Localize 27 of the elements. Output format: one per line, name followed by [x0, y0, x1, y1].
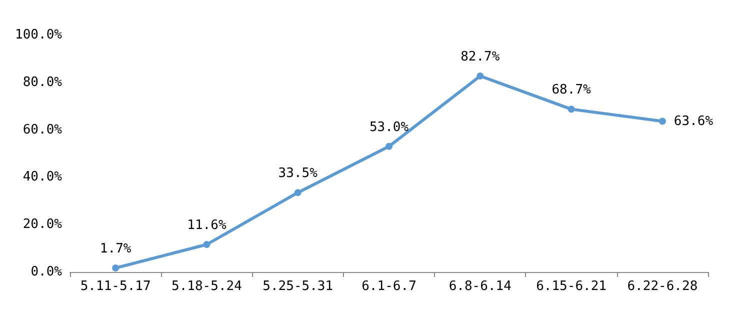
data-label: 68.7%: [552, 82, 592, 98]
point: [476, 72, 484, 80]
data-label: 82.7%: [460, 50, 500, 64]
y-tick-label: 80.0%: [22, 74, 62, 90]
x-tick-label: 6.22-6.28: [627, 279, 698, 294]
data-label: 63.6%: [674, 114, 714, 129]
data-label: 53.0%: [369, 120, 409, 135]
y-tick-label: 40.0%: [22, 170, 62, 185]
data-label: 1.7%: [100, 241, 132, 256]
x-tick-label: 6.1-6.7: [362, 279, 416, 294]
x-tick-label: 6.15-6.21: [536, 279, 607, 294]
data-label: 11.6%: [187, 218, 226, 234]
point: [658, 118, 666, 125]
y-tick-label: 100.0%: [15, 28, 62, 42]
point: [386, 142, 392, 150]
point: [203, 241, 210, 248]
point: [568, 106, 575, 113]
x-tick-label: 5.11-5.17: [80, 279, 151, 294]
y-tick-label: 20.0%: [22, 217, 62, 232]
x-tick-label: 5.18-5.24: [171, 279, 242, 294]
y-tick-label: 60.0%: [22, 122, 62, 138]
data-label: 33.5%: [278, 166, 318, 182]
point: [112, 264, 120, 272]
point: [294, 189, 302, 196]
x-tick-label: 6.8-6.14: [448, 279, 512, 294]
y-tick-label: 0.0%: [30, 264, 62, 280]
x-tick-label: 5.25-5.31: [262, 279, 334, 294]
